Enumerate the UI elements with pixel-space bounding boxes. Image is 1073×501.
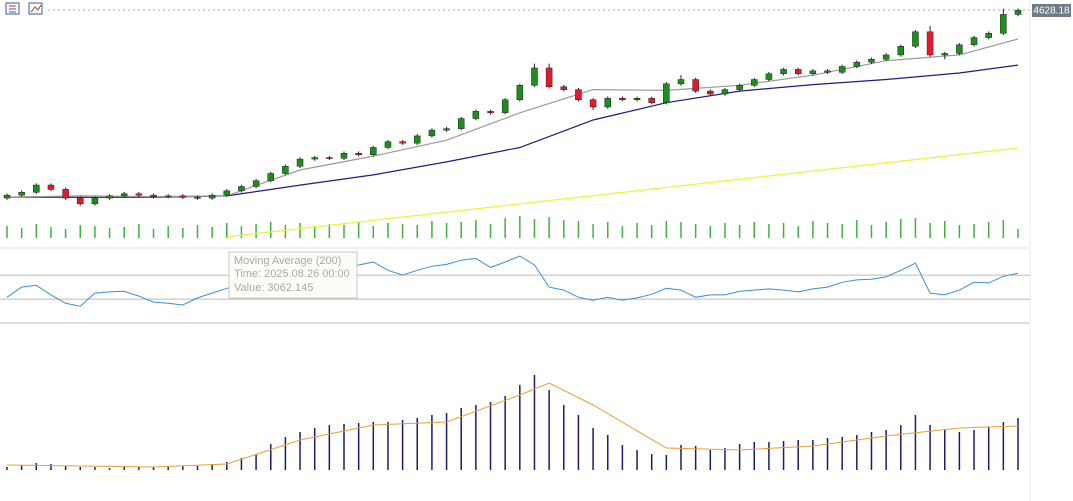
candle-body [267,173,274,181]
candle-body [150,194,157,197]
candle-body [106,195,113,199]
candle-body [414,135,421,144]
candle-body [47,184,55,190]
candle-body [604,98,611,108]
candle-body [179,195,187,198]
candle-body [868,59,875,63]
candle-body [326,157,333,159]
candle-body [531,67,538,86]
candle-body [164,195,172,198]
plot [0,8,1030,470]
candle-body [223,190,231,196]
candle-body [707,90,714,95]
candle-body [487,111,494,114]
candle-body [663,83,670,103]
tooltip-box [228,251,358,299]
candle-body [545,67,553,87]
candle-body [589,99,597,108]
candle-body [897,46,905,56]
candle-body [91,197,99,205]
candle-body [208,194,216,199]
candle-body [838,66,846,73]
candle-body [560,86,568,90]
candle-body [194,197,201,199]
candle-body [120,193,128,197]
candle-body [882,54,890,60]
candle-body [941,53,948,56]
candle-body [355,153,362,155]
price-label: 4628.18 [1033,6,1070,17]
candle-body [926,31,934,56]
candle-body [3,194,11,199]
candle-body [1000,14,1007,34]
candle-body [677,79,685,85]
candle-body [33,184,40,193]
candle-body [516,85,524,101]
candle-body [501,99,509,114]
candle-body [472,111,480,119]
candle-body [648,98,655,103]
candle-body [912,31,919,47]
price-label-box [1032,4,1071,17]
candle-body [252,180,260,187]
candle-body [985,33,992,38]
oscillator-line [6,255,1019,307]
candle-body [853,61,861,67]
icon-line [30,4,42,13]
candle-body [780,69,787,74]
tooltip-value: Value: 3062.145 [234,282,313,294]
candle-body [443,128,450,131]
candle-body [751,79,758,86]
candle-body [457,118,465,129]
candle-body [575,89,582,101]
toolbar-icons[interactable] [5,2,43,15]
candle-body [282,166,289,174]
tooltip: Moving Average (200) Time: 2025.08.26 00… [228,251,358,299]
candle-body [370,147,377,155]
candle-body [428,129,436,137]
candle-body [340,153,348,159]
candle-body [956,44,963,54]
moving-average [6,382,1019,468]
candle-body [399,141,406,144]
candle-body [384,141,392,148]
candle-body [736,85,743,90]
moving-average [226,147,1019,238]
candle-body [809,70,817,74]
candle-body [692,79,699,92]
candle-body [77,197,84,205]
candle-body [721,89,729,95]
moving-average [6,38,1019,198]
candle-body [824,70,831,73]
candle-body [18,192,25,196]
candle-body [619,98,626,101]
candle-body [633,98,641,101]
icon-chart[interactable] [28,2,43,15]
tooltip-time: Time: 2025.08.26 00:00 [234,268,350,280]
candle-body [62,189,69,199]
candle-body [1014,10,1022,15]
tooltip-title: Moving Average (200) [234,255,341,267]
candle-body [135,193,143,196]
candle-body [794,69,802,74]
candle-body [238,186,245,192]
candle-body [970,37,978,46]
candle-body [765,73,773,80]
candle-body [296,158,304,167]
candle-body [311,157,318,160]
